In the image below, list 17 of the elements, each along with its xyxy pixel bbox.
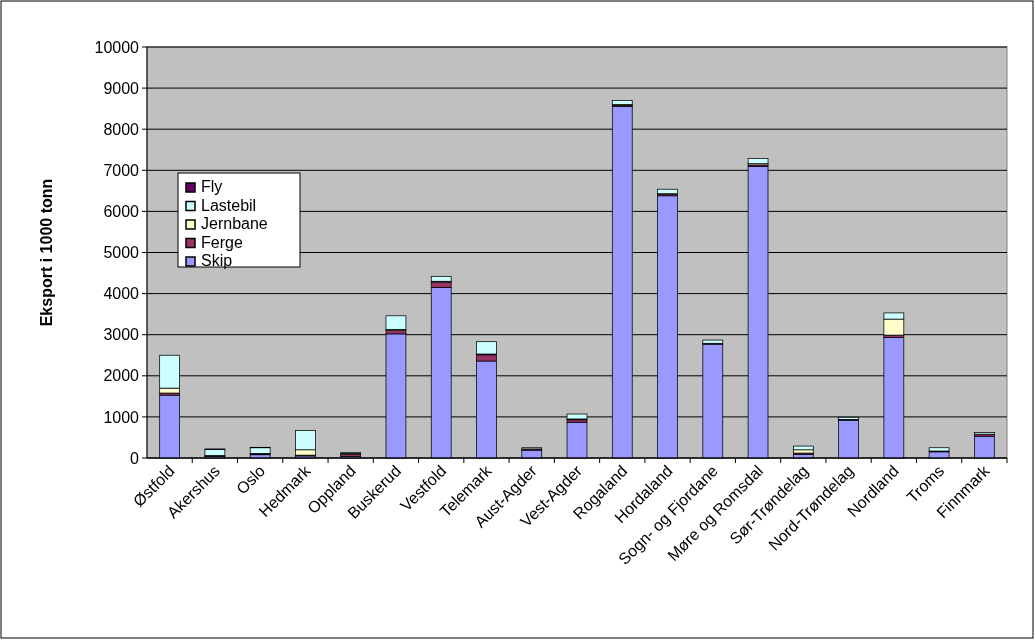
y-tick-label: 6000 [103,203,140,220]
y-tick-label: 8000 [103,120,140,138]
y-tick-label: 1000 [103,408,140,426]
legend-label: Jernbane [201,215,268,232]
y-tick-label: 4000 [103,285,140,303]
y-tick-label: 3000 [103,326,140,344]
legend-label: Lastebil [201,196,257,214]
y-tick-label: 5000 [103,244,140,262]
y-tick-label: 0 [130,449,140,467]
y-tick-label: 10000 [94,38,140,56]
legend-label: Skip [201,252,233,269]
y-tick-label: 2000 [103,367,140,385]
y-axis-title: Eksport i 1000 tonn [38,178,55,327]
legend-label: Ferge [201,233,243,251]
y-tick-label: 7000 [103,161,140,179]
legend-label: Fly [201,178,223,195]
y-tick-label: 9000 [103,79,140,97]
